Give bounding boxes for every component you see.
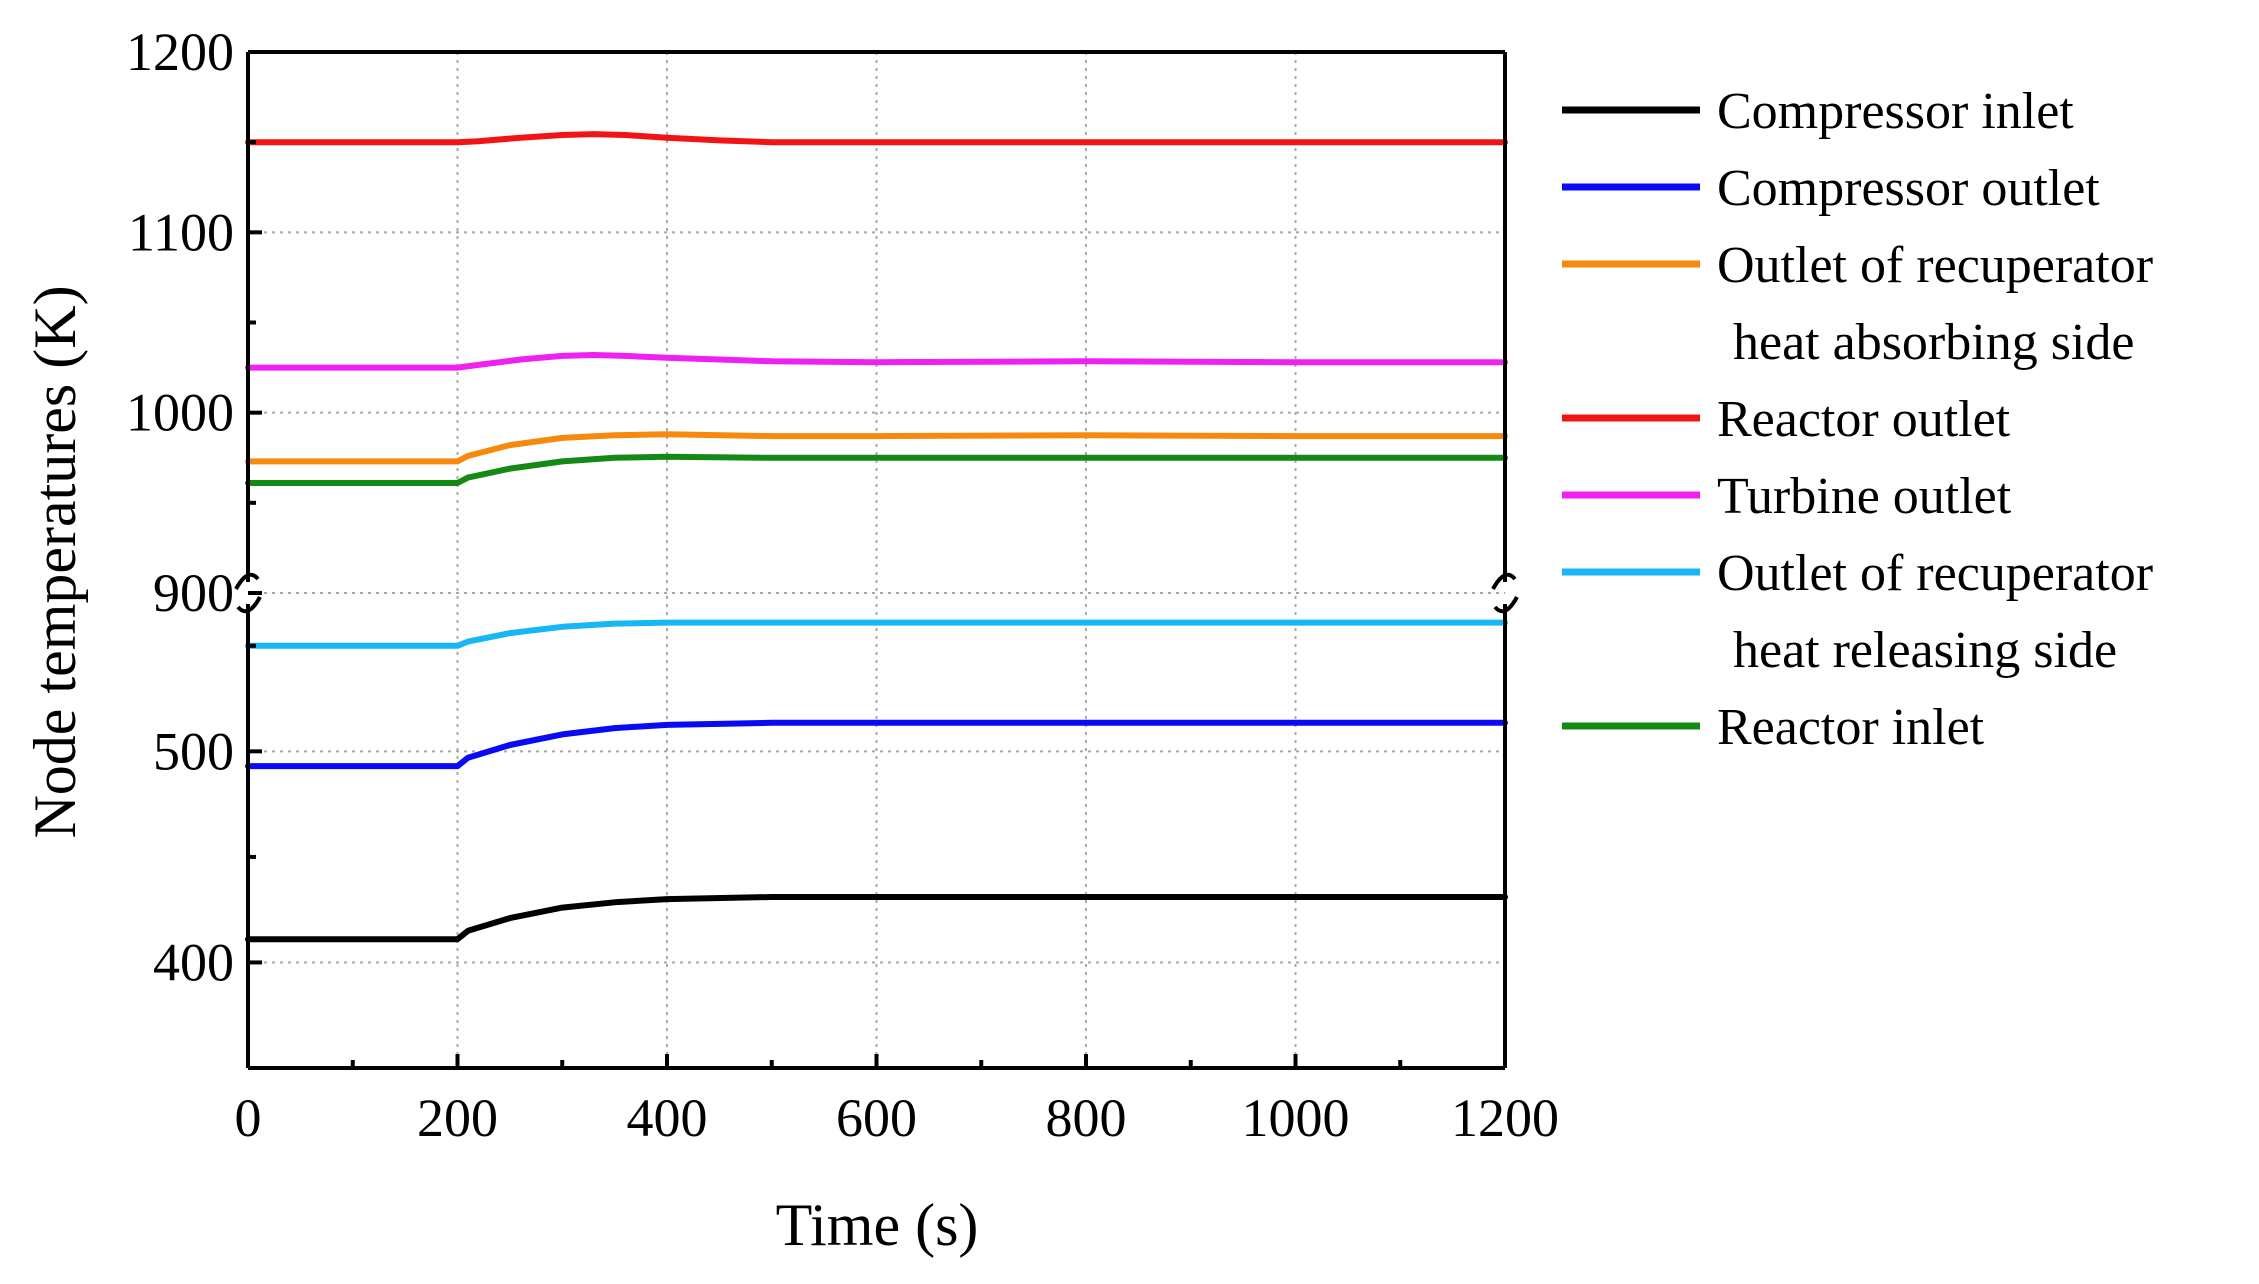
series-line-3: [245, 131, 1508, 146]
y-tick-labels: 900 1000 1100 1200 400 500: [126, 22, 234, 992]
legend-label-5: heat releasing side: [1733, 622, 2117, 679]
series-line-4: [245, 352, 1508, 371]
y-tick-label: 1000: [126, 383, 234, 443]
legend-label-1: Compressor outlet: [1717, 160, 2100, 217]
series-line-2: [245, 431, 1508, 465]
x-tick-label: 600: [836, 1088, 917, 1148]
y-tick-label: 1200: [126, 22, 234, 82]
legend-label-2: Outlet of recuperator: [1717, 237, 2153, 294]
series-line-5: [245, 619, 1508, 649]
y-axis-title: Node temperatures (K): [22, 285, 88, 838]
x-tick-label: 1200: [1451, 1088, 1559, 1148]
legend-label-2: heat absorbing side: [1733, 314, 2134, 371]
legend-label-5: Outlet of recuperator: [1717, 545, 2153, 602]
x-tick-label: 800: [1046, 1088, 1127, 1148]
x-tick-label: 1000: [1242, 1088, 1350, 1148]
x-tick-label: 400: [627, 1088, 708, 1148]
series-lines: [245, 131, 1508, 943]
axis-break-mark: [1491, 572, 1517, 590]
y-tick-label: 400: [153, 932, 234, 992]
x-tick-label: 0: [235, 1088, 262, 1148]
grid-lines: [248, 52, 1505, 1068]
series-line-0: [245, 894, 1508, 943]
legend-label-6: Reactor inlet: [1717, 699, 1985, 756]
legend-label-4: Turbine outlet: [1717, 468, 2012, 525]
legend: Compressor inlet Compressor outlet Outlet …: [1562, 83, 2153, 756]
axis-break-mark: [1493, 596, 1519, 614]
series-line-1: [245, 719, 1508, 770]
x-tick-label: 200: [417, 1088, 498, 1148]
x-tick-labels: 0 200 400 600 800 1000 1200: [235, 1088, 1560, 1148]
y-tick-label: 900: [153, 563, 234, 623]
axes: [234, 50, 1519, 1070]
axis-break-mark: [234, 572, 260, 590]
y-tick-label: 500: [153, 721, 234, 781]
legend-label-0: Compressor inlet: [1717, 83, 2074, 140]
legend-label-3: Reactor outlet: [1717, 391, 2011, 448]
x-axis-title: Time (s): [776, 1192, 979, 1258]
series-line-6: [245, 453, 1508, 486]
y-tick-label: 1100: [128, 202, 234, 262]
axis-break-mark: [236, 596, 262, 614]
